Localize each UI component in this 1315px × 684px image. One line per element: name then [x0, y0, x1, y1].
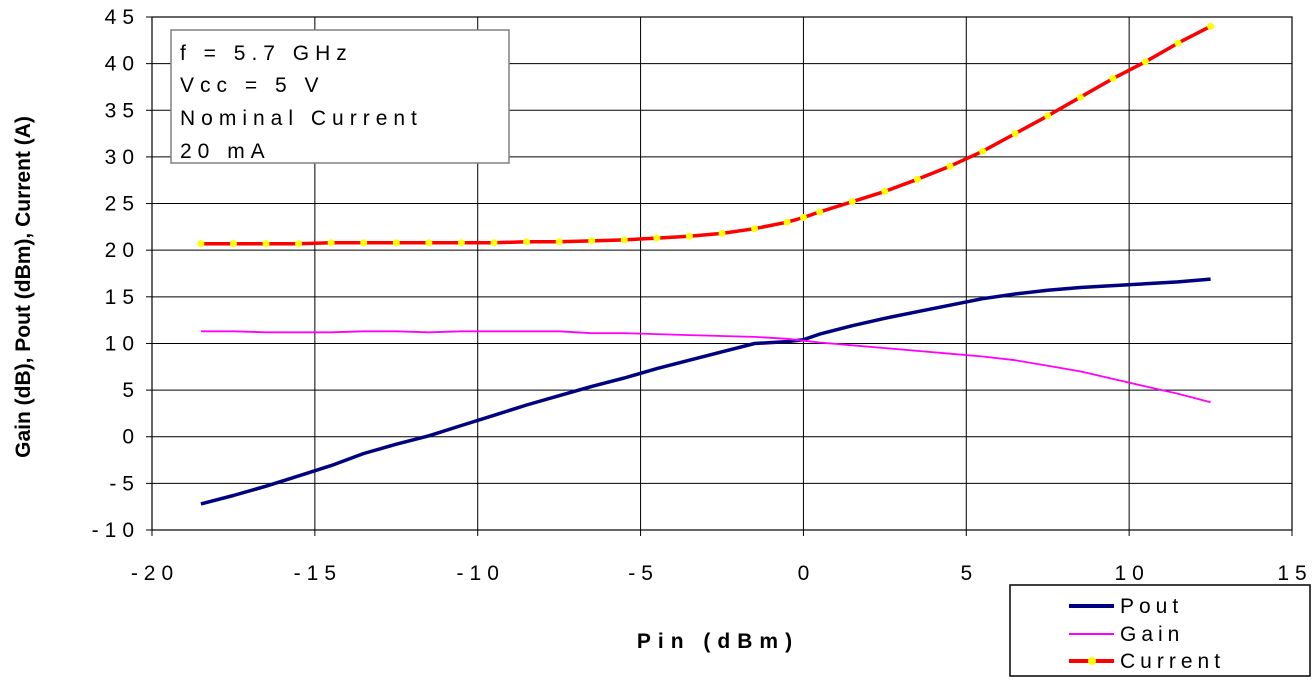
- series-point-current: [751, 225, 759, 233]
- legend-label-pout: Pout: [1120, 595, 1183, 618]
- series-point-current: [685, 232, 693, 240]
- series-point-current: [620, 236, 628, 244]
- series-point-current: [718, 229, 726, 237]
- series-lines: [197, 22, 1215, 506]
- series-point-current: [1141, 58, 1149, 66]
- series-point-current: [799, 214, 807, 222]
- annotation-line-2: Vcc = 5 V: [180, 74, 324, 97]
- series-point-current: [816, 208, 824, 216]
- x-tick-label: -5: [628, 562, 659, 585]
- series-point-current: [783, 218, 791, 226]
- series-point-current: [913, 175, 921, 183]
- series-point-current: [457, 239, 465, 247]
- series-point-current: [1076, 93, 1084, 101]
- series-point-current: [425, 239, 433, 247]
- x-tick-label: -10: [457, 562, 505, 585]
- series-point-current: [1011, 130, 1019, 138]
- annotation-box: f = 5.7 GHz Vcc = 5 V Nominal Current 20…: [170, 29, 510, 164]
- legend-marker-current: [1088, 657, 1096, 665]
- series-point-current: [392, 239, 400, 247]
- plot-frame: [151, 16, 1293, 531]
- y-tick-label: 15: [105, 286, 140, 309]
- series-point-current: [490, 239, 498, 247]
- series-point-current: [1174, 39, 1182, 47]
- series-point-current: [588, 237, 596, 245]
- series-point-current: [653, 234, 661, 242]
- legend-frame: [1009, 584, 1311, 677]
- series-point-current: [848, 198, 856, 206]
- y-tick-label: 30: [105, 146, 140, 169]
- y-tick-label: 35: [105, 99, 140, 122]
- y-tick-label: 0: [122, 426, 140, 449]
- series-point-current: [881, 187, 889, 195]
- series-point-current: [1044, 112, 1052, 120]
- x-tick-label: 0: [798, 562, 816, 585]
- series-point-current: [979, 147, 987, 155]
- grid: [151, 16, 1293, 531]
- series-line-gain: [200, 330, 1211, 404]
- series-point-current: [295, 240, 303, 248]
- legend: Pout Gain Current: [1009, 584, 1311, 677]
- series-line-pout: [200, 277, 1211, 506]
- x-tick-label: 15: [1277, 562, 1312, 585]
- y-tick-label: 25: [105, 193, 140, 216]
- annotation-frame: [170, 29, 510, 164]
- y-tick-label: 40: [105, 53, 140, 76]
- y-tick-label: -5: [109, 472, 140, 495]
- annotation-line-4: 20 mA: [180, 140, 271, 163]
- series-point-current: [1207, 22, 1215, 30]
- x-axis-title: Pin (dBm): [637, 630, 799, 653]
- annotation-line-3: Nominal Current: [180, 107, 423, 130]
- series-point-current: [1109, 75, 1117, 83]
- y-tick-label: -10: [92, 519, 140, 542]
- x-tick-label: 10: [1114, 562, 1149, 585]
- y-tick-label: 10: [105, 332, 140, 355]
- x-tick-label: -15: [294, 562, 342, 585]
- legend-label-gain: Gain: [1120, 623, 1184, 646]
- x-tick-label: -20: [131, 562, 179, 585]
- x-axis-ticks: -20 -15 -10 -5 0 5 10 15: [131, 530, 1312, 585]
- series-point-current: [197, 240, 205, 248]
- y-tick-label: 45: [105, 6, 140, 29]
- annotation-line-1: f = 5.7 GHz: [180, 42, 353, 65]
- series-point-current: [555, 238, 563, 246]
- x-tick-label: 5: [960, 562, 978, 585]
- series-point-current: [327, 239, 335, 247]
- y-axis-ticks: 45 40 35 30 25 20 15 10 5 0 -5 -10: [92, 6, 152, 542]
- series-point-current: [229, 240, 237, 248]
- y-tick-label: 20: [105, 239, 140, 262]
- legend-label-current: Current: [1120, 650, 1225, 673]
- series-point-current: [262, 240, 270, 248]
- y-axis-title: Gain (dB), Pout (dBm), Current (A): [12, 116, 35, 458]
- series-point-current: [946, 162, 954, 170]
- series-point-current: [360, 239, 368, 247]
- y-tick-label: 5: [122, 379, 140, 402]
- series-point-current: [523, 238, 531, 246]
